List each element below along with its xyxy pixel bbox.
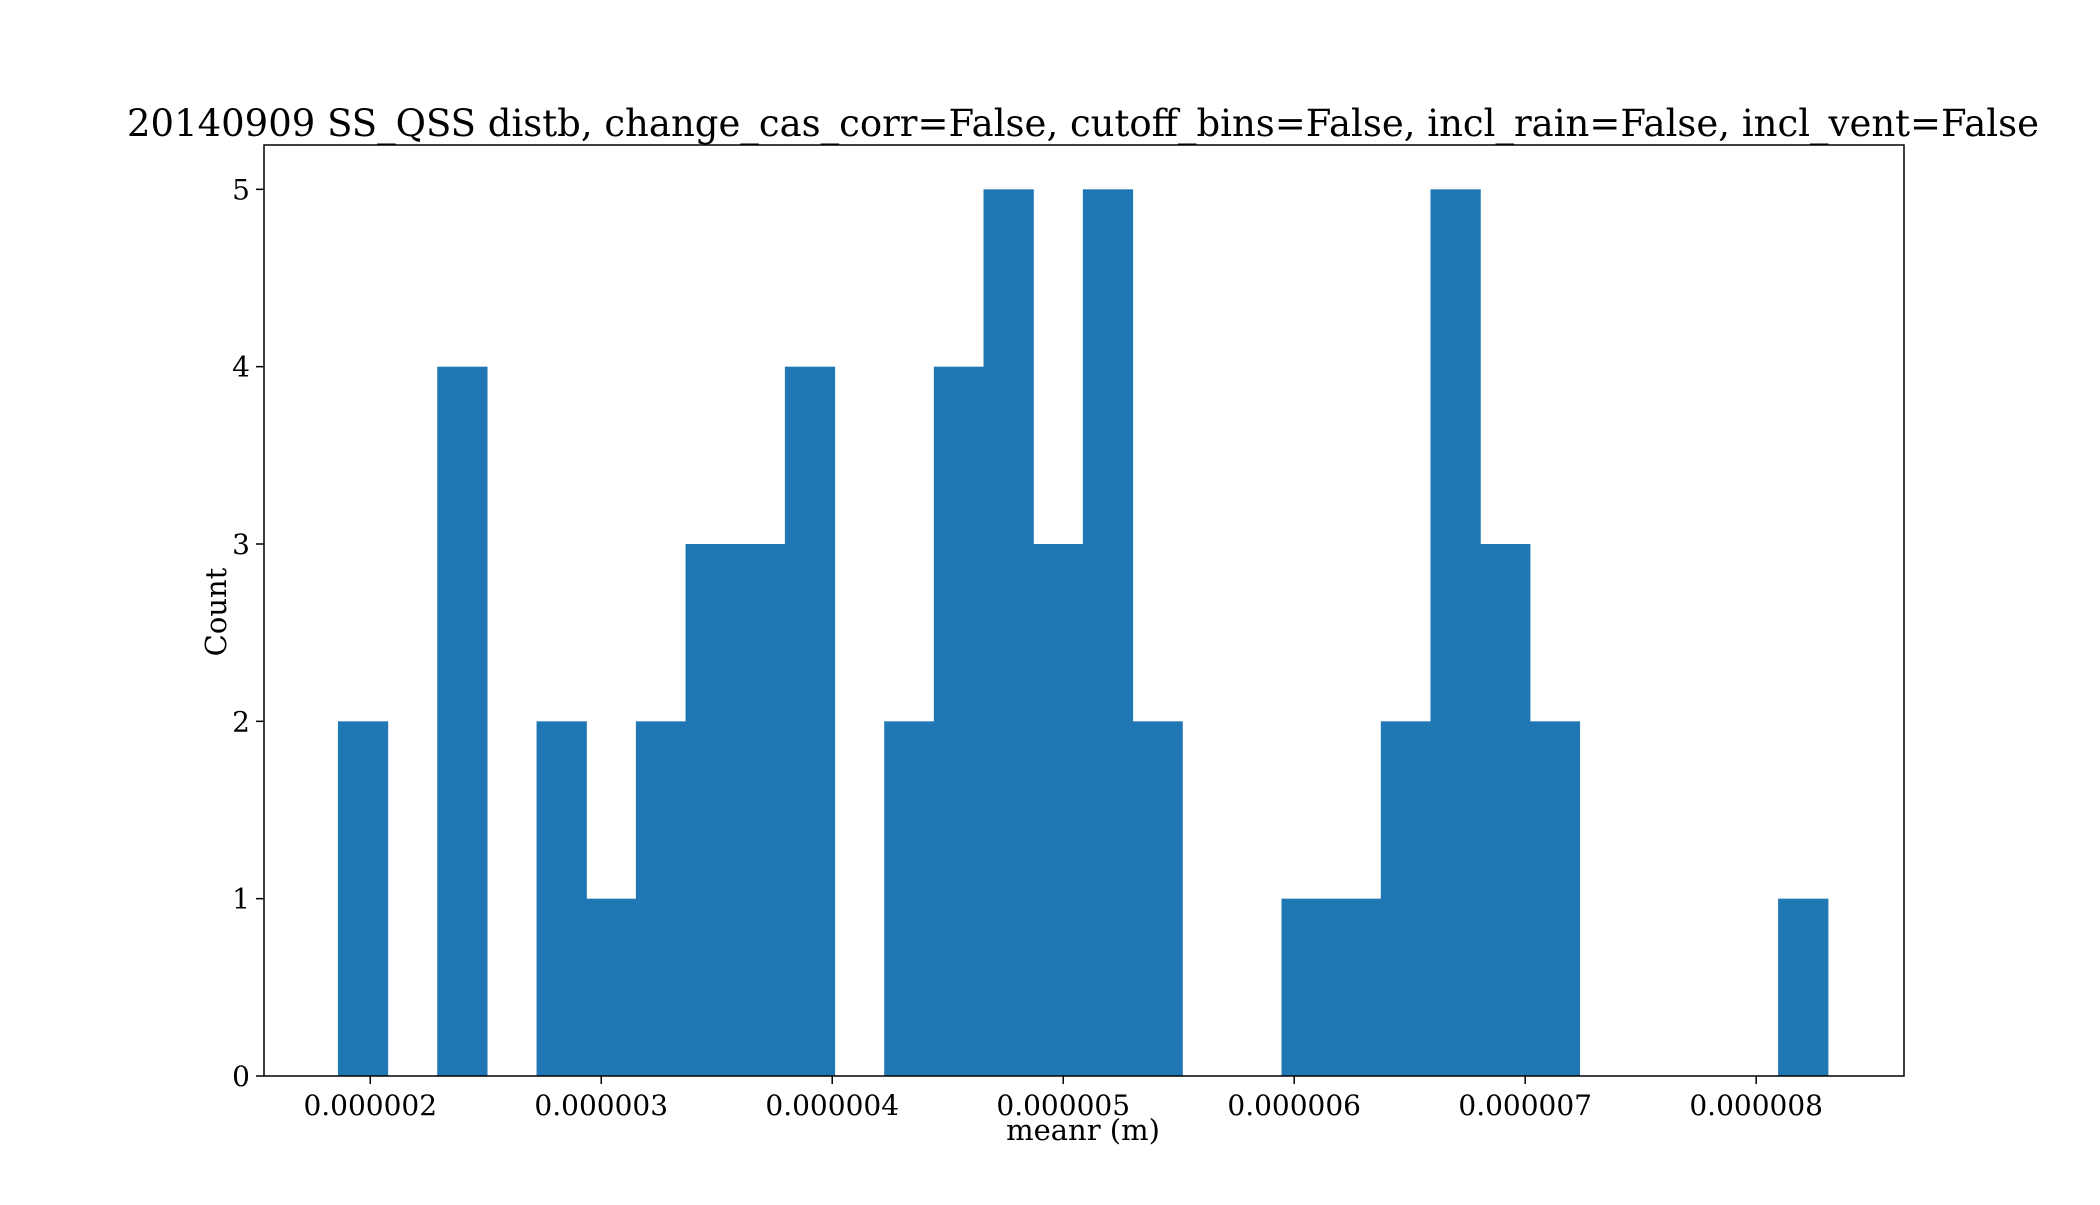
x-axis: 0.000002 0.000003 0.000004 0.000005 0.000006…	[303, 1076, 1823, 1122]
x-tick-label: 0.000003	[534, 1089, 668, 1122]
x-tick-label: 0.000008	[1689, 1089, 1823, 1122]
y-tick-label: 0	[232, 1060, 250, 1093]
histogram-bar	[437, 366, 488, 1077]
plot-frame	[263, 144, 1905, 1077]
x-tick-label: 0.000005	[996, 1089, 1130, 1122]
x-tick-label: 0.000004	[765, 1089, 899, 1122]
histogram-bar	[983, 189, 1034, 1077]
histogram-bar	[1480, 544, 1531, 1076]
histogram-bar	[735, 544, 786, 1076]
y-axis-label: Count	[199, 567, 233, 656]
histogram-bar	[1132, 721, 1183, 1076]
histogram-bar	[1331, 898, 1382, 1076]
x-tick-label: 0.000007	[1458, 1089, 1592, 1122]
y-tick-label: 1	[232, 883, 250, 916]
x-axis-label: meanr (m)	[1006, 1113, 1160, 1147]
y-tick-label: 5	[232, 173, 250, 206]
histogram-bar	[1529, 721, 1581, 1076]
histogram-bar	[1380, 721, 1432, 1076]
histogram-bar	[784, 366, 836, 1077]
chart-title: 20140909 SS_QSS distb, change_cas_corr=F…	[127, 102, 2039, 146]
histogram-bar	[1778, 898, 1829, 1076]
y-tick-label: 3	[232, 528, 250, 561]
histogram-bar	[884, 721, 935, 1076]
histogram-bar	[933, 366, 985, 1077]
histogram-bar	[1281, 898, 1332, 1076]
y-tick-label: 4	[232, 351, 250, 384]
histogram-bar	[586, 898, 637, 1076]
histogram-bar	[1033, 544, 1084, 1076]
y-tick-label: 2	[232, 705, 250, 738]
bars-layer	[337, 189, 1829, 1077]
histogram-bar	[1082, 189, 1134, 1077]
histogram-bar	[635, 721, 687, 1076]
histogram-bar	[1430, 189, 1481, 1077]
histogram-bar	[685, 544, 736, 1076]
x-tick-label: 0.000006	[1227, 1089, 1361, 1122]
histogram-bar	[337, 721, 389, 1076]
y-axis: 0 1 2 3 4 5	[232, 173, 264, 1093]
x-tick-label: 0.000002	[303, 1089, 437, 1122]
histogram-bar	[536, 721, 587, 1076]
